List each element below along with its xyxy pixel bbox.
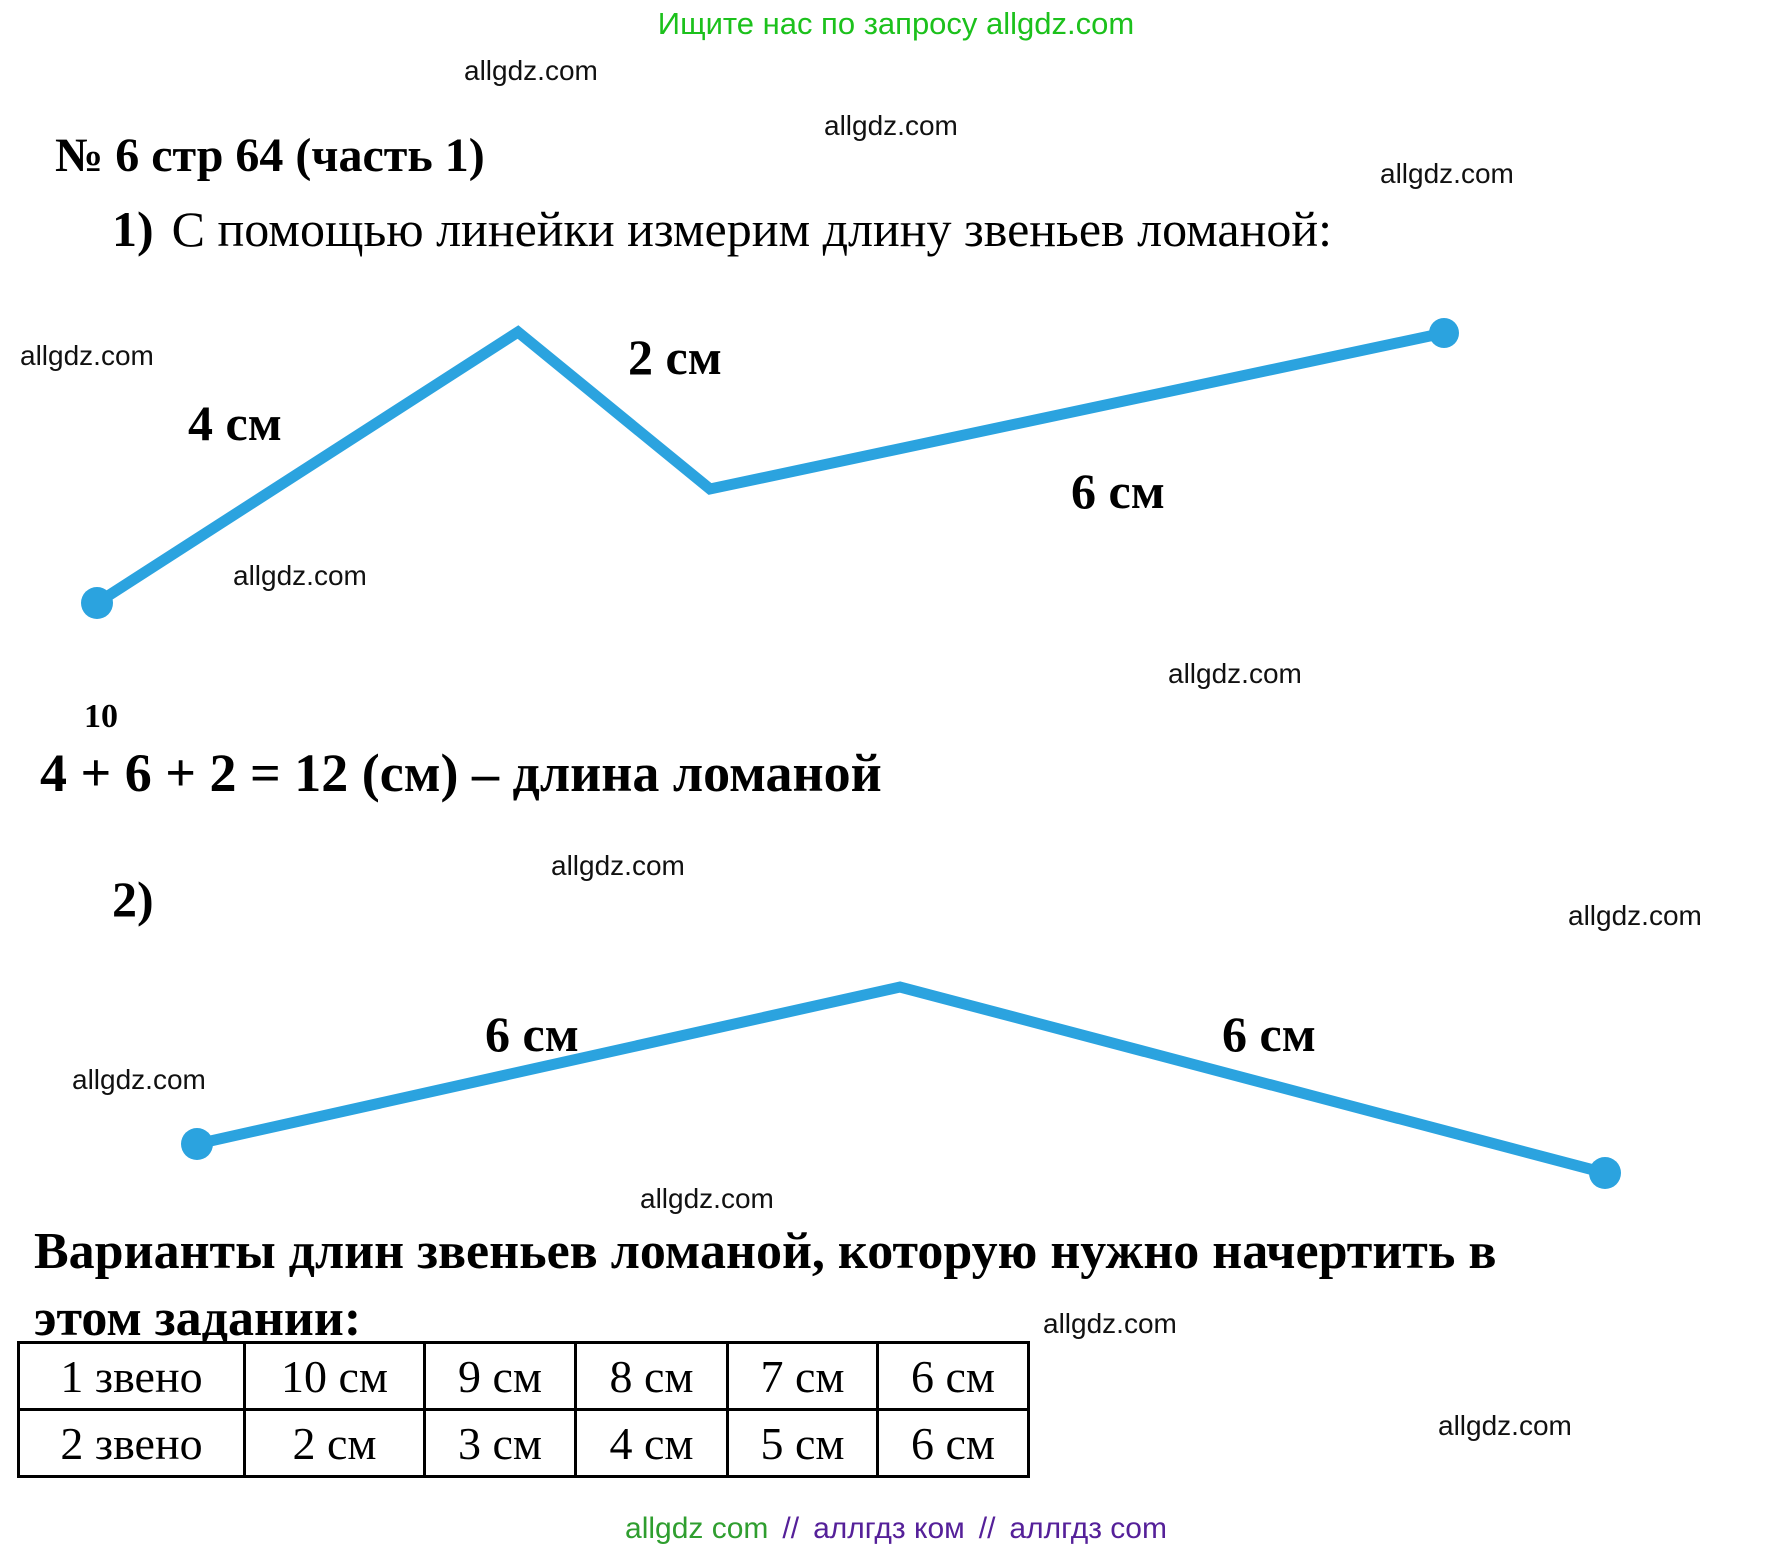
cell: 9 см [423, 1341, 577, 1411]
segment-label-6cm-left: 6 см [485, 1006, 579, 1062]
variants-caption-line2: этом задании: [34, 1290, 362, 1347]
cell: 4 см [574, 1408, 729, 1478]
endpoint-dot [1589, 1157, 1621, 1189]
segment-label-2cm: 2 см [628, 329, 722, 385]
cell: 3 см [423, 1408, 577, 1478]
watermark-allgdz: allgdz.com [551, 850, 685, 881]
cell: 6 см [876, 1341, 1030, 1411]
footer-separator: // [782, 1512, 800, 1545]
cell: 5 см [726, 1408, 879, 1478]
part1-heading: 1) С помощью линейки измерим длину звенье… [112, 200, 1332, 258]
carry-note-10: 10 [84, 698, 118, 735]
table-row-link1: 1 звено 10 см 9 см 8 см 7 см 6 см [17, 1341, 1030, 1411]
cell: 8 см [574, 1341, 729, 1411]
segment-label-6cm: 6 см [1071, 463, 1165, 519]
segment-label-4cm: 4 см [188, 395, 282, 451]
cell: 6 см [876, 1408, 1030, 1478]
watermark-allgdz: allgdz.com [233, 560, 367, 591]
footer-separator: // [978, 1512, 996, 1545]
cell: 10 см [243, 1341, 426, 1411]
watermark-allgdz: allgdz.com [20, 340, 154, 371]
footer-allgdz-com-mixed: аллгдз com [1009, 1512, 1167, 1545]
watermark-allgdz: allgdz.com [1380, 158, 1514, 189]
task-title: № 6 стр 64 (часть 1) [55, 129, 485, 182]
watermark-allgdz: allgdz.com [1168, 658, 1302, 689]
table-row-link2: 2 звено 2 см 3 см 4 см 5 см 6 см [17, 1408, 1030, 1478]
watermark-allgdz: allgdz.com [640, 1183, 774, 1214]
part1-number: 1) [112, 201, 154, 257]
variants-caption-line1: Варианты длин звеньев ломаной, которую н… [34, 1223, 1497, 1280]
watermark-allgdz: allgdz.com [1568, 900, 1702, 931]
part2-number: 2) [112, 871, 154, 927]
length-equation: 4 + 6 + 2 = 12 (см) – длина ломаной [40, 743, 882, 803]
footer-allgdz-com: allgdz com [625, 1512, 769, 1545]
endpoint-dot [181, 1128, 213, 1160]
watermark-allgdz: allgdz.com [824, 110, 958, 141]
broken-line-2 [191, 981, 1611, 1179]
footer-allgdz-kom: аллгдз ком [813, 1512, 965, 1545]
watermark-allgdz: allgdz.com [1438, 1410, 1572, 1441]
cell: 1 звено [17, 1341, 246, 1411]
segment-label-6cm-right: 6 см [1222, 1006, 1316, 1062]
watermark-allgdz: allgdz.com [464, 55, 598, 86]
cell: 7 см [726, 1341, 879, 1411]
watermark-allgdz: allgdz.com [1043, 1308, 1177, 1339]
footer-watermark: allgdz com // аллгдз ком // аллгдз com [0, 1512, 1792, 1546]
endpoint-dot [1429, 318, 1459, 348]
endpoint-dot [81, 587, 113, 619]
part1-heading-text: С помощью линейки измерим длину звеньев … [171, 201, 1333, 257]
watermark-allgdz: allgdz.com [72, 1064, 206, 1095]
variants-table: 1 звено 10 см 9 см 8 см 7 см 6 см 2 звен… [17, 1341, 1030, 1478]
cell: 2 см [243, 1408, 426, 1478]
site-search-notice: Ищите нас по запросу allgdz.com [657, 6, 1135, 41]
broken-line-1 [91, 325, 1450, 609]
cell: 2 звено [17, 1408, 246, 1478]
